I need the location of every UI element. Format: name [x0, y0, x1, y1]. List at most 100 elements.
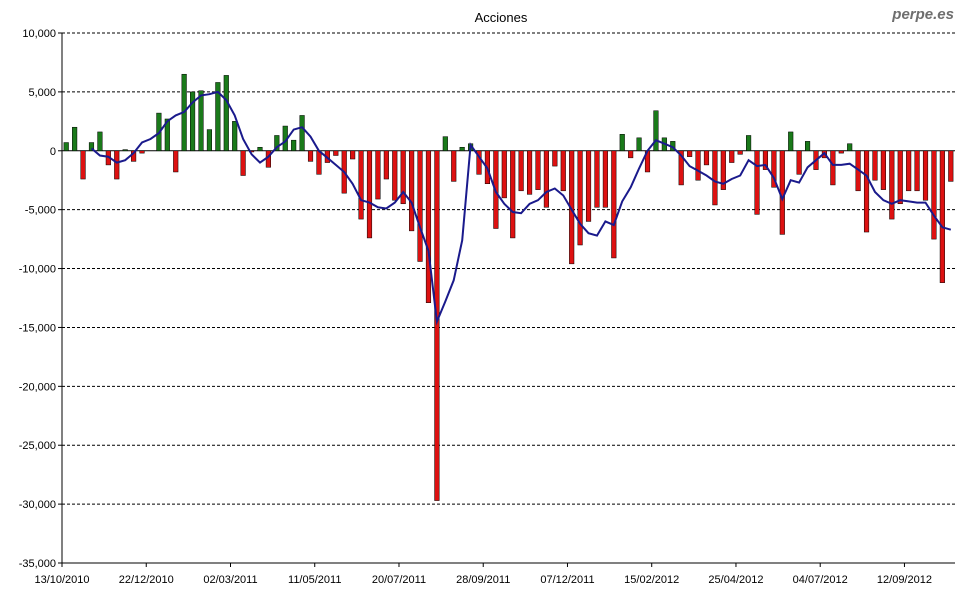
bar [223, 75, 229, 152]
x-tick-label: 25/04/2012 [708, 574, 763, 586]
bar [518, 150, 524, 192]
bar [510, 150, 516, 239]
axes [61, 33, 955, 564]
bar [729, 150, 735, 163]
bar [173, 150, 179, 173]
y-tick-label: 0 [50, 146, 56, 158]
bar [771, 150, 777, 188]
bar [97, 131, 103, 152]
y-tick-label: -20,000 [19, 381, 56, 393]
chart-title: Acciones [475, 10, 528, 25]
bar [291, 139, 297, 152]
x-tick-label: 11/05/2011 [288, 574, 341, 586]
bar [299, 115, 305, 152]
bar [931, 150, 937, 240]
bar [830, 150, 836, 186]
y-tick-label: -15,000 [19, 322, 56, 334]
bar [80, 150, 86, 180]
bar [88, 142, 95, 152]
x-tick-label: 28/09/2011 [456, 574, 510, 586]
bar [232, 121, 238, 152]
bar [653, 110, 659, 152]
bar [316, 150, 322, 175]
y-axis-ticks: 10,000 5,000 0 -5,000 -10,000 -15,000 -20,000 -… [19, 28, 62, 570]
bar [611, 150, 617, 259]
bar [678, 150, 684, 186]
bar [240, 150, 246, 176]
bar [762, 150, 769, 170]
x-tick-label: 12/09/2012 [877, 574, 932, 586]
bar [206, 129, 212, 152]
bar [805, 141, 811, 152]
bar [712, 150, 718, 206]
bar [543, 150, 549, 208]
bar [114, 150, 120, 180]
bar [897, 150, 903, 205]
bar [922, 150, 929, 201]
bar [594, 150, 600, 208]
bar [442, 136, 448, 152]
bar [307, 150, 314, 162]
bar [863, 150, 870, 233]
gridlines [62, 32, 955, 505]
y-tick-label: 10,000 [22, 28, 56, 40]
bar [392, 150, 398, 201]
bar [754, 150, 760, 215]
bar [939, 150, 945, 283]
y-tick-label: -25,000 [19, 440, 56, 452]
brand-watermark: perpe.es [891, 6, 954, 23]
bar [434, 150, 440, 501]
bar [535, 150, 541, 190]
bar [906, 150, 912, 192]
bar [409, 150, 415, 232]
bar [788, 131, 794, 152]
y-tick-label: 5,000 [28, 87, 56, 99]
bar [847, 143, 853, 152]
bar [695, 150, 701, 181]
bar [451, 150, 457, 182]
bar [383, 150, 389, 180]
bar [552, 150, 558, 167]
x-tick-label: 22/12/2010 [119, 574, 174, 586]
bar [628, 150, 634, 159]
bar [63, 142, 69, 152]
y-tick-label: -5,000 [25, 205, 56, 217]
bar [501, 150, 507, 199]
bar [703, 150, 710, 166]
x-axis-ticks: 13/10/2010 22/12/2010 02/03/2011 11/05/2011… [34, 563, 932, 586]
bar [164, 118, 170, 152]
bar [425, 150, 432, 303]
bar [889, 150, 895, 220]
bar [737, 150, 743, 155]
bar [585, 150, 592, 222]
bar [619, 134, 625, 152]
x-tick-label: 07/12/2011 [540, 574, 594, 586]
bar [366, 150, 373, 239]
x-tick-label: 20/07/2011 [372, 574, 426, 586]
bar [257, 146, 263, 152]
y-tick-label: -35,000 [19, 558, 56, 570]
x-tick-label: 04/07/2012 [793, 574, 848, 586]
y-tick-label: -30,000 [19, 499, 56, 511]
bar [636, 137, 642, 152]
bar [122, 149, 128, 152]
bar [358, 150, 364, 220]
bar [417, 150, 423, 262]
x-tick-label: 13/10/2010 [34, 574, 89, 586]
bar [526, 150, 533, 195]
bar [350, 150, 356, 160]
line-path [90, 90, 952, 326]
bar [375, 150, 381, 200]
bar [948, 150, 954, 182]
bar [190, 91, 196, 152]
x-tick-label: 02/03/2011 [203, 574, 257, 586]
bar [720, 150, 726, 190]
bar [796, 150, 802, 175]
bar-series [63, 73, 954, 501]
bar [602, 150, 608, 208]
bar [687, 150, 693, 157]
bar [459, 146, 465, 152]
bar [274, 135, 280, 152]
x-tick-label: 15/02/2012 [624, 574, 679, 586]
